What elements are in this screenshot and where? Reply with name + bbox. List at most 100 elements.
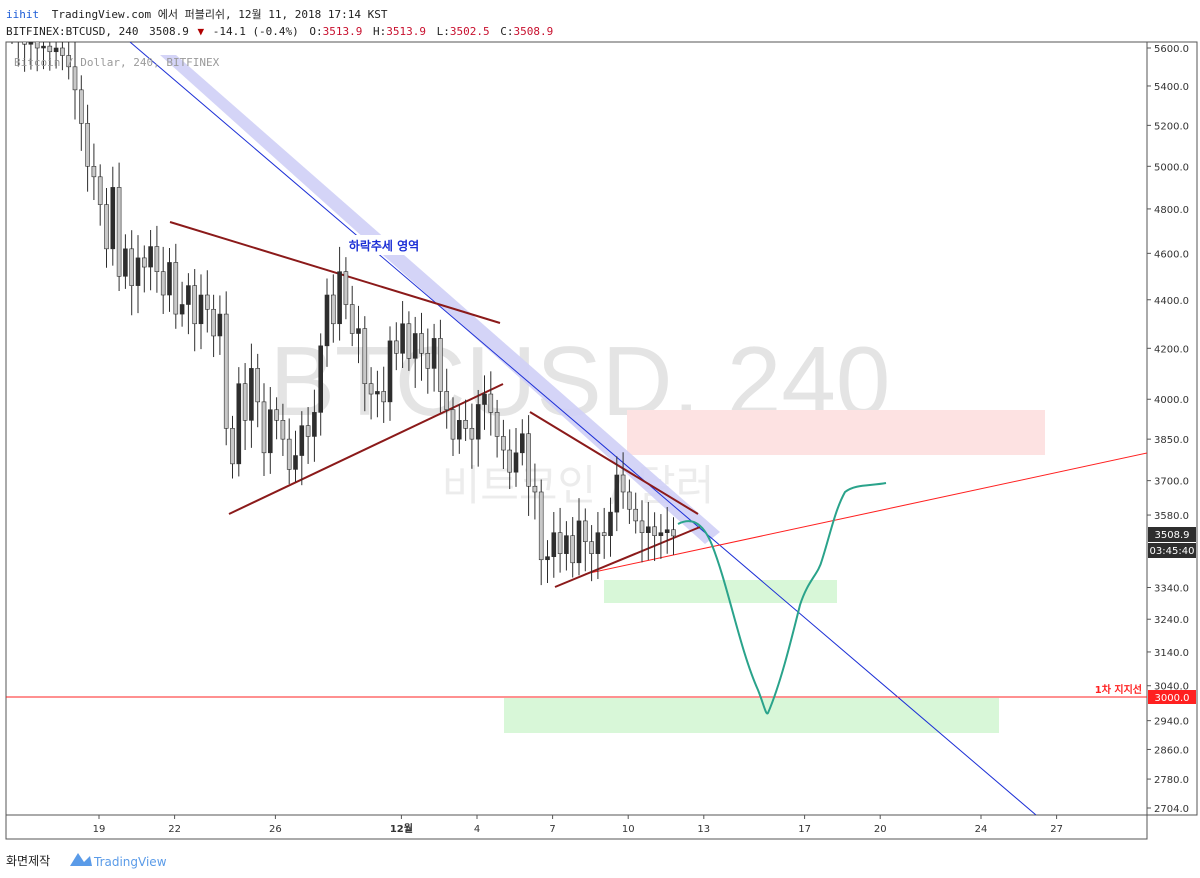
downtrend-line <box>129 42 1037 815</box>
high-label: H: <box>373 25 386 38</box>
candle-down <box>173 262 179 315</box>
y-tick-label: 4200.0 <box>1154 344 1189 355</box>
candle-down <box>633 508 639 522</box>
candle-up <box>551 532 557 557</box>
support-name-label: 1차 지지선 <box>1095 683 1142 696</box>
candle-up <box>324 294 330 347</box>
candle-down <box>469 428 475 440</box>
candle-down <box>463 420 468 429</box>
x-tick-label: 24 <box>975 824 988 835</box>
support-zone-upper <box>604 580 837 603</box>
wedge-upper-line <box>529 411 699 515</box>
annotation-text: 하락추세 영역 <box>349 238 419 253</box>
open-value: 3513.9 <box>323 25 363 38</box>
candle-up <box>249 368 254 421</box>
candle-down <box>47 45 53 53</box>
candle-down <box>507 449 513 473</box>
x-tick-label: 4 <box>474 824 480 835</box>
candle-down <box>438 338 443 392</box>
candle-down <box>129 248 134 286</box>
candle-down <box>223 313 229 429</box>
candle-down <box>368 383 374 395</box>
candle-down <box>154 246 160 272</box>
price-axis[interactable] <box>1146 41 1198 816</box>
candle-up <box>293 455 298 470</box>
candle-up <box>519 433 525 454</box>
candle-down <box>671 529 676 537</box>
candle-up <box>475 404 481 440</box>
candle-up <box>179 304 185 315</box>
rising-support-line <box>584 452 1147 575</box>
candle-up <box>412 333 418 359</box>
candle-up <box>387 340 393 403</box>
candle-down <box>419 333 424 354</box>
y-tick-label: 3700.0 <box>1154 477 1189 488</box>
candle-up <box>456 420 462 440</box>
candle-down <box>22 42 27 45</box>
candle-up <box>312 412 317 437</box>
candle-down <box>79 89 84 124</box>
candle-up <box>576 520 582 564</box>
y-tick-label: 5400.0 <box>1154 82 1189 93</box>
candle-down <box>589 541 594 554</box>
last-price-badge <box>1148 527 1196 542</box>
candle-up <box>595 532 601 554</box>
candles <box>11 42 676 586</box>
wedge-lower-line <box>554 526 701 588</box>
candle-up <box>267 409 273 454</box>
candle-down <box>639 520 645 533</box>
support-price-label: 3000.0 <box>1155 693 1190 704</box>
candle-down <box>60 47 65 56</box>
x-tick-label: 22 <box>168 824 181 835</box>
candle-down <box>142 257 147 268</box>
triangle-upper-line <box>169 221 501 324</box>
y-tick-label: 5600.0 <box>1154 44 1189 55</box>
x-ticks: 19 22 26 12월 4 7 10 13 17 20 24 27 <box>93 815 1063 835</box>
candle-down <box>526 433 531 487</box>
candle-up <box>545 556 550 561</box>
candle-up <box>356 328 361 334</box>
footer-left: 화면제작 <box>6 854 50 868</box>
candle-up <box>318 345 324 413</box>
x-tick-label: 10 <box>622 824 635 835</box>
candle-up <box>564 535 569 554</box>
candle-up <box>299 425 305 456</box>
support-zone-lower <box>504 698 999 733</box>
candle-up <box>217 313 223 337</box>
candle-down <box>601 532 607 536</box>
y-tick-label: 2860.0 <box>1154 745 1189 756</box>
candle-down <box>381 391 387 403</box>
y-tick-label: 3340.0 <box>1154 583 1189 594</box>
x-tick-label: 26 <box>269 824 282 835</box>
down-arrow-icon: ▼ <box>197 25 204 38</box>
downtrend-band <box>160 55 720 544</box>
candle-down <box>261 401 267 454</box>
tradingview-logo-icon <box>70 853 92 866</box>
x-tick-label: 19 <box>93 824 106 835</box>
y-tick-label: 3040.0 <box>1154 682 1189 693</box>
candle-up <box>645 526 651 533</box>
candle-down <box>582 520 588 542</box>
candle-down <box>450 409 456 440</box>
countdown-label: 03:45:40 <box>1150 546 1195 557</box>
y-tick-label: 4400.0 <box>1154 296 1189 307</box>
candle-up <box>123 248 128 277</box>
time-axis[interactable] <box>5 814 1148 840</box>
candle-up <box>198 294 204 325</box>
y-tick-label: 5200.0 <box>1154 121 1189 132</box>
candle-up <box>28 42 34 45</box>
candle-up <box>658 532 664 536</box>
footer-brand[interactable]: TradingView <box>93 855 167 869</box>
candle-up <box>664 529 670 533</box>
y-tick-label: 2704.0 <box>1154 804 1189 815</box>
annotation-box <box>341 235 427 255</box>
candle-down <box>286 438 292 470</box>
x-tick-label: 17 <box>798 824 811 835</box>
support-price-badge <box>1148 690 1196 704</box>
candle-down <box>116 187 122 277</box>
candle-up <box>148 246 153 268</box>
symbol-line: BITFINEX:BTCUSD, 240 3508.9 ▼ -14.1 (-0.… <box>6 25 553 38</box>
candle-up <box>236 383 242 465</box>
candle-down <box>652 526 657 536</box>
